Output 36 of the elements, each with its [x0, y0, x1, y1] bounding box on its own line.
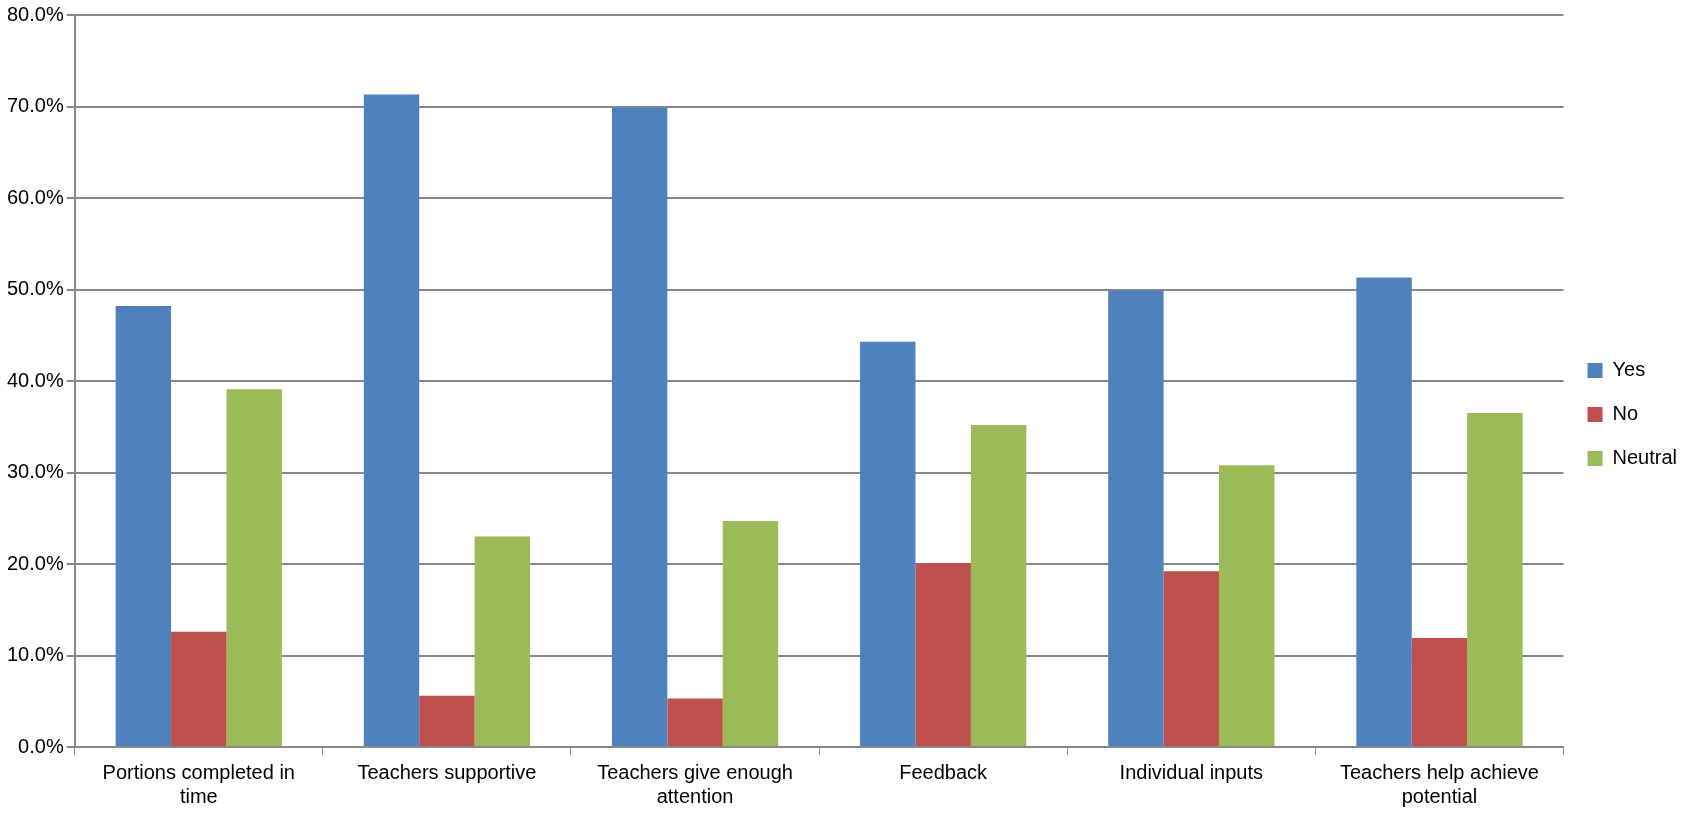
x-tick-label: Teachers give enough attention — [597, 760, 793, 807]
y-tick-label: 10.0% — [6, 643, 64, 666]
y-tick-label: 80.0% — [6, 2, 64, 25]
y-tick-label: 40.0% — [6, 368, 64, 391]
bar — [667, 698, 723, 746]
y-tick-label: 20.0% — [6, 551, 64, 574]
legend-label: Neutral — [1612, 446, 1678, 469]
bar — [1467, 413, 1523, 746]
bar — [611, 107, 668, 746]
x-tick-label: Individual inputs — [1119, 760, 1264, 783]
bar — [1108, 290, 1164, 746]
bar — [1219, 465, 1275, 746]
x-tick-label: Portions completed in time — [102, 760, 295, 807]
y-tick-label: 70.0% — [6, 94, 64, 117]
y-tick-label: 0.0% — [18, 734, 64, 757]
bar — [419, 695, 475, 746]
legend-label: No — [1612, 402, 1639, 425]
x-tick-label: Teachers help achieve potential — [1339, 760, 1539, 807]
bar — [226, 389, 282, 746]
bar — [115, 305, 172, 746]
bar — [1163, 571, 1220, 746]
y-tick-label: 30.0% — [6, 460, 64, 483]
bar — [474, 536, 531, 746]
bar — [860, 341, 916, 746]
legend-label: Yes — [1612, 358, 1646, 381]
y-tick-label: 50.0% — [6, 277, 64, 300]
bar — [970, 424, 1027, 746]
y-tick-label: 60.0% — [6, 185, 64, 208]
bar — [171, 631, 227, 746]
bar — [1356, 277, 1412, 746]
bar — [722, 521, 779, 746]
x-tick-label: Feedback — [899, 760, 989, 783]
bar — [915, 563, 971, 746]
x-tick-label: Teachers supportive — [357, 760, 537, 783]
bar — [1411, 638, 1468, 746]
bar — [363, 94, 420, 746]
